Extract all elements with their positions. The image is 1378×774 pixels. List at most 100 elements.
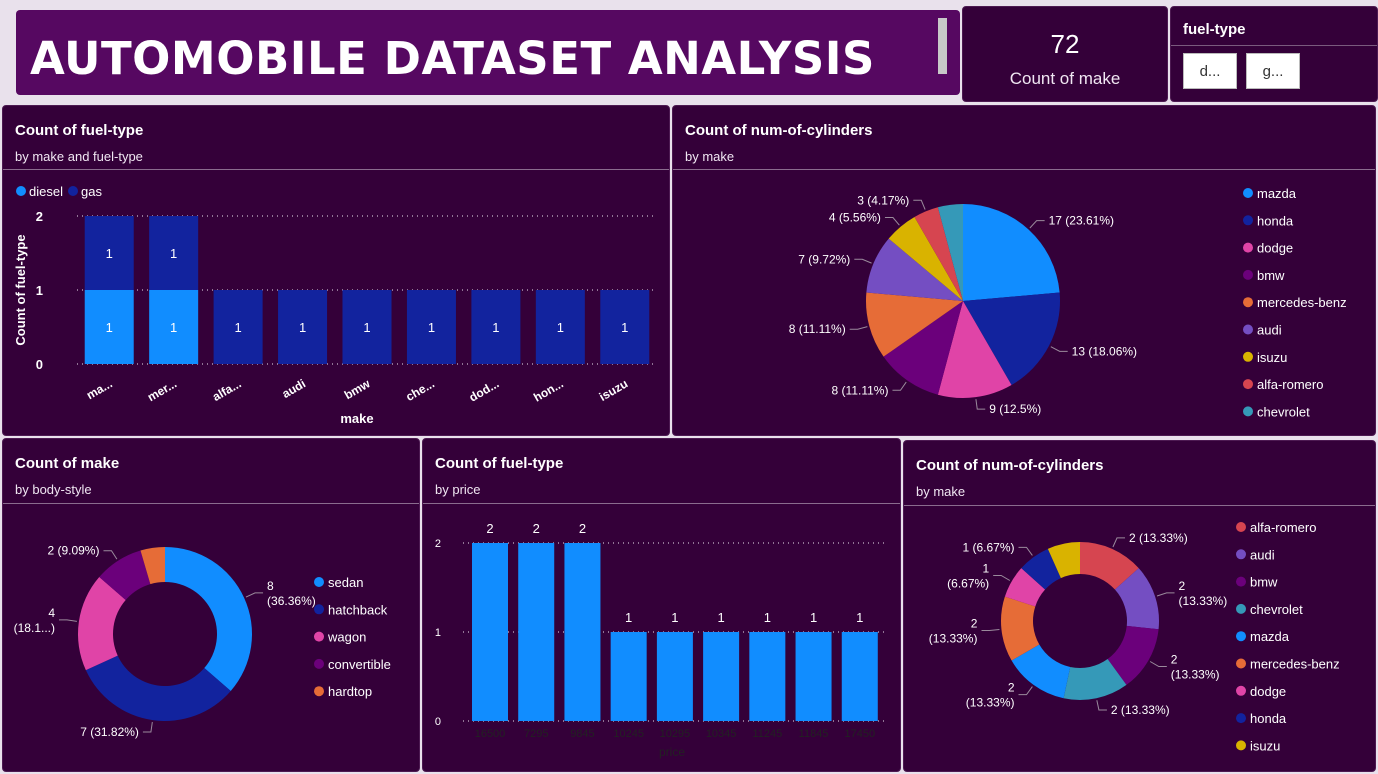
visual-divider	[673, 169, 1375, 170]
y-tick-label: 2	[435, 538, 441, 550]
slice-convertible	[99, 550, 151, 600]
data-label: 8	[267, 579, 274, 593]
data-label: (13.33%)	[966, 696, 1015, 710]
leader-line	[981, 628, 1000, 632]
slice-honda	[1021, 548, 1061, 590]
x-tick-label: 10245	[613, 728, 644, 740]
legend-label-alfa-romero: alfa-romero	[1250, 520, 1316, 535]
data-label: (13.33%)	[929, 632, 978, 646]
leader-line	[1156, 592, 1175, 597]
data-label: 1	[671, 610, 678, 625]
slicer-option-gas[interactable]: g...	[1246, 53, 1300, 89]
page-title: AUTOMOBILE DATASET ANALYSIS	[30, 32, 875, 85]
legend-label-audi: audi	[1257, 323, 1282, 338]
leader-line	[854, 258, 872, 264]
visual-title: Count of make	[15, 455, 120, 472]
visual-subtitle: by make and fuel-type	[15, 149, 143, 164]
legend-label-mercedes-benz: mercedes-benz	[1257, 295, 1347, 310]
data-label: 4	[48, 606, 55, 620]
kpi-label: Count of make	[1009, 69, 1121, 88]
legend-swatch-bmw	[1236, 576, 1246, 587]
bar	[795, 632, 832, 721]
data-label: 1	[363, 320, 370, 335]
bar-chart: 0122165002729529845110245110295110345111…	[435, 521, 885, 759]
bar	[841, 632, 878, 721]
data-label: 17 (23.61%)	[1049, 214, 1114, 228]
data-label: (13.33%)	[1171, 668, 1220, 682]
y-tick-label: 1	[435, 627, 441, 639]
fuel-type-slicer[interactable]: fuel-type d... g...	[1170, 6, 1378, 102]
bar	[564, 543, 601, 721]
legend-label-gas: gas	[81, 184, 102, 199]
legend-swatch-sedan	[314, 577, 324, 587]
legend-swatch-mercedes-benz	[1236, 658, 1246, 669]
donut-chart: 8(36.36%) 7 (31.82%) 4(18.1...) 2 (9.09%) se…	[14, 544, 391, 739]
bar-gas	[471, 290, 521, 364]
visual-divider	[423, 503, 900, 504]
slice-mercedes-benz	[1001, 596, 1040, 661]
leader-line	[245, 592, 264, 598]
legend-label-chevrolet: chevrolet	[1257, 404, 1310, 419]
leader-line	[884, 217, 900, 226]
bar-gas	[84, 216, 134, 290]
x-tick-label: 9845	[570, 728, 594, 740]
x-tick-label: 11845	[799, 728, 829, 740]
data-label: (13.33%)	[1179, 594, 1228, 608]
data-label: 1	[106, 320, 113, 335]
bar-diesel	[84, 290, 134, 364]
leader-line	[1018, 546, 1033, 556]
slice-sedan	[165, 547, 252, 691]
leader-line	[1018, 686, 1033, 696]
legend-swatch-isuzu	[1236, 740, 1246, 751]
slice-mercedes-benz	[866, 292, 963, 357]
slice-isuzu	[888, 216, 963, 301]
cylinders-by-make-pie-visual[interactable]: Count of num-of-cylinders by make 17 (23…	[672, 105, 1376, 436]
leader-line	[1149, 661, 1167, 667]
slicer-option-diesel[interactable]: d...	[1183, 53, 1237, 89]
bar-gas	[342, 290, 392, 364]
cylinders-by-make-donut-visual[interactable]: Count of num-of-cylinders by make 2 (13.…	[903, 440, 1376, 772]
slice-isuzu	[1047, 542, 1080, 579]
leader-line	[975, 399, 986, 410]
x-axis-label: make	[340, 411, 373, 426]
legend-swatch-mercedes-benz	[1243, 297, 1253, 308]
legend-label-diesel: diesel	[29, 184, 63, 199]
slice-alfa-romero	[1080, 542, 1139, 590]
data-label: 2	[579, 521, 586, 536]
data-label: 1	[717, 610, 724, 625]
data-label: 2 (9.09%)	[47, 544, 99, 558]
slice-wagon	[77, 577, 126, 671]
y-axis-label: Count of fuel-type	[13, 234, 28, 345]
data-label: 1	[856, 610, 863, 625]
x-tick-label: dod...	[467, 376, 502, 404]
kpi-card[interactable]: 72 Count of make	[962, 6, 1168, 102]
legend-swatch-bmw	[1243, 269, 1253, 280]
x-tick-label: 7295	[524, 728, 548, 740]
stacked-bar-chart: diesel gas 0 1 2 Count of fuel-type 1 1 ma... 1 1 m…	[13, 184, 657, 426]
visual-divider	[904, 505, 1375, 506]
data-label: 8 (11.11%)	[789, 322, 846, 336]
make-by-body-style-visual[interactable]: Count of make by body-style 8 (36.36%) 7 (…	[2, 438, 420, 772]
legend-label-convertible: convertible	[328, 657, 391, 672]
x-tick-label: 11245	[752, 728, 782, 740]
legend-label-mercedes-benz: mercedes-benz	[1250, 657, 1340, 672]
slice-honda	[963, 292, 1060, 386]
legend-swatch-mazda	[1236, 631, 1246, 642]
data-label: 2	[1171, 653, 1178, 667]
bar	[610, 632, 647, 721]
legend-label-isuzu: isuzu	[1257, 350, 1287, 365]
legend-label-isuzu: isuzu	[1250, 738, 1280, 753]
bar-gas	[535, 290, 585, 364]
y-tick-label: 1	[36, 283, 43, 298]
legend-swatch-mazda	[1243, 188, 1253, 198]
data-label: 1	[299, 320, 306, 335]
leader-line	[892, 381, 907, 391]
legend-label-honda: honda	[1257, 213, 1294, 228]
data-label: 2	[971, 617, 978, 631]
fuel-type-by-make-visual[interactable]: Count of fuel-type by make and fuel-type…	[2, 105, 670, 436]
visual-title: Count of fuel-type	[15, 122, 144, 139]
fuel-type-by-price-visual[interactable]: Count of fuel-type by price 0 1 2 2 16500 2 72…	[422, 438, 901, 772]
x-tick-label: 16500	[475, 728, 506, 740]
legend-label-chevrolet: chevrolet	[1250, 602, 1303, 617]
x-tick-label: audi	[280, 376, 308, 400]
